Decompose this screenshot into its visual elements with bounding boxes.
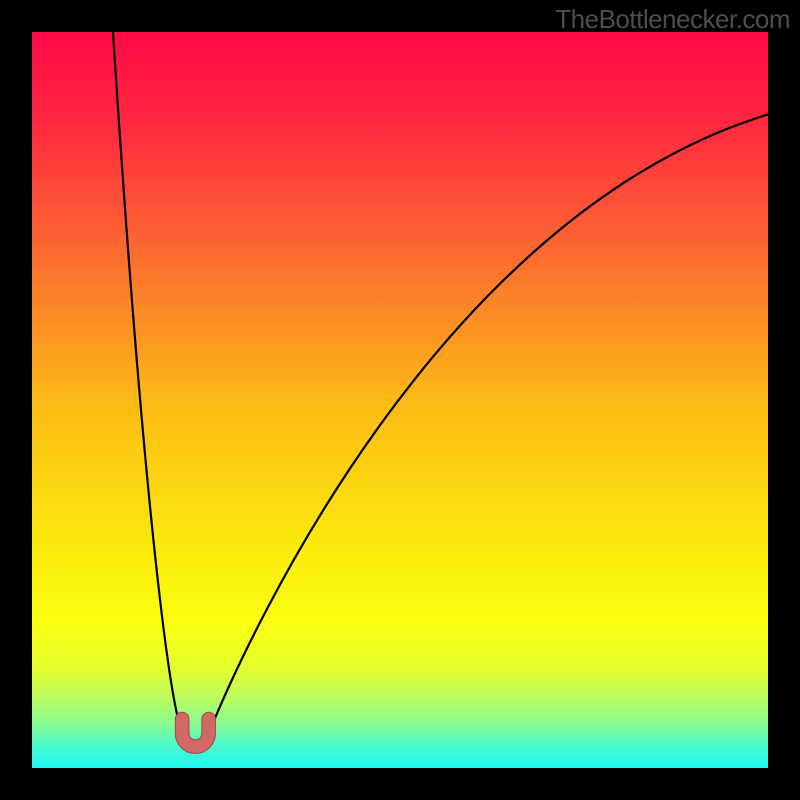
watermark-text: TheBottlenecker.com [555,4,790,35]
plot-area [32,32,768,768]
plot-svg [32,32,768,768]
